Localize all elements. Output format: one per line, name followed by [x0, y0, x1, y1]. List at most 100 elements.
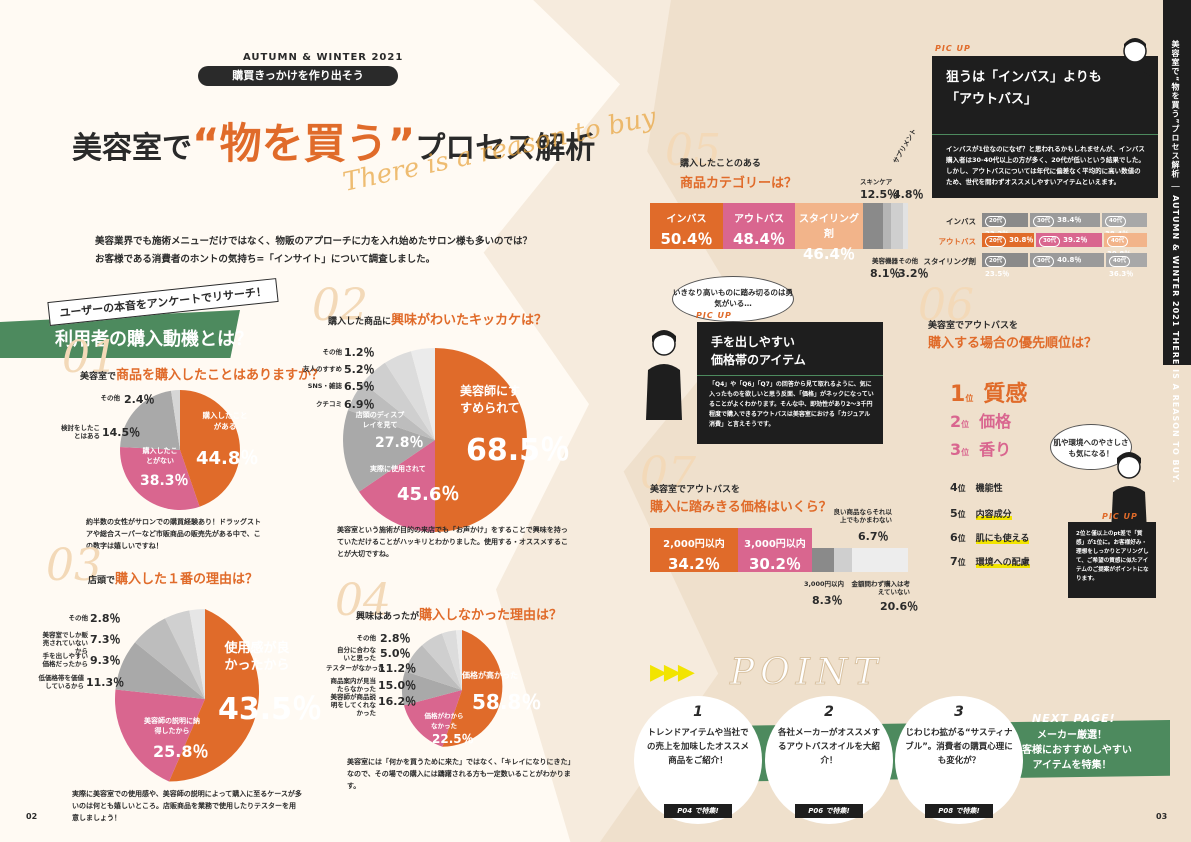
q3-label-feel: 使用感が良かったから [224, 641, 290, 673]
q7-bar-2000-value: 34.2％ [667, 555, 720, 573]
q5-bar-outbath: アウトバス 48.4％ [723, 203, 795, 249]
pickup2-body: 「Q4」や「Q6」「Q7」の回答から見て取れるように、気に入ったものを欲しいと思… [709, 381, 874, 428]
q4-slice-expensive [442, 630, 503, 747]
q5-bar-device [891, 203, 903, 249]
q2-big: 興味がわいたキッカケは？ [391, 313, 548, 328]
q5-age-outbath-40s-age: 40代 [1107, 236, 1129, 247]
person-illustration-2 [646, 330, 682, 420]
q2-slice-review [348, 382, 435, 440]
q3-small: 店頭で [88, 576, 116, 586]
q6-rank-4-text: 機能性 [975, 484, 1003, 494]
q2-label-used: 実際に使用されて [370, 465, 426, 473]
q3-label-other: その他 [68, 614, 89, 622]
season-kicker: AUTUMN & WINTER 2021 [243, 52, 404, 63]
q5-age-styling-30s-age: 30代 [1033, 256, 1055, 267]
q3-slice-feel [169, 609, 260, 782]
q5-age-row-outbath: アウトバス [938, 237, 977, 246]
q4-value-noguide: 15.0％ [378, 679, 417, 692]
q4-small: 興味はあったが [356, 612, 420, 622]
q5-value-supplement: 4.8％ [893, 188, 924, 201]
point-item-1-text: トレンドアイテムや当社での売上を加味したオススメ商品をご紹介！ [646, 728, 749, 766]
q5-bar-inbath: インバス 50.4％ [650, 203, 723, 249]
q1-big: 商品を購入したことはありますか？ [116, 368, 325, 383]
q2-value-sns: 6.5％ [344, 380, 375, 393]
q5-age-outbath-20s-value: 30.8％ [1009, 236, 1034, 244]
q5-value-device: 8.1％ [870, 267, 901, 280]
q5-bar-inbath-name: インバス [666, 214, 707, 225]
q4-slice-notfit [442, 630, 462, 690]
q2-value-review: 6.9％ [344, 398, 375, 411]
q5-age-inbath-20s: 20代23.2％ [982, 213, 1028, 238]
q6-rank-3-unit: 位 [961, 448, 970, 457]
q5-age-inbath-30s-age: 30代 [1033, 216, 1055, 227]
q6-rank-7-text: 環境への配慮 [975, 558, 1030, 568]
q4-value-notester: 11.2％ [378, 662, 417, 675]
q2-label-stylist: 美容師にすすめられて [459, 384, 521, 415]
q1-value-notbought: 38.3％ [140, 473, 189, 489]
q5-age-outbath-30s-age: 30代 [1039, 236, 1061, 247]
q6-rank-6-number: 6 [950, 531, 958, 544]
q1-value-considered: 14.5％ [102, 426, 141, 439]
q4-slice-unknown [404, 690, 462, 747]
q7-bar-2000: 2,000円以内 34.2％ [650, 528, 738, 573]
q2-value-display: 27.8％ [375, 435, 424, 451]
side-strip [1163, 0, 1191, 365]
point-item-3: 3 じわじわ拡がる“サスティナブル”。消費者の購買心理にも変化が？ P08 で特… [895, 696, 1023, 824]
q4-question: 興味はあったが購入しなかった理由は？ [356, 604, 562, 623]
q2-slice-stylist [435, 348, 527, 532]
pickup2-divider [697, 375, 883, 376]
q1-question: 美容室で商品を購入したことはありますか？ [80, 364, 324, 383]
q2-value-used: 45.6％ [397, 484, 460, 505]
q5-bar-styling-value: 46.4％ [802, 245, 855, 263]
arrow-icons: ▶▶▶ [650, 660, 695, 685]
q4-pie [401, 630, 503, 747]
q4-value-notfit: 5.0％ [380, 647, 411, 660]
q3-value-only: 7.3％ [90, 633, 121, 646]
q5-bar-styling-name: スタイリング剤 [799, 214, 859, 240]
q6-rank-5-number: 5 [950, 507, 958, 520]
q5-bar-other [903, 203, 908, 249]
q3-slice-only [165, 610, 205, 699]
q5-label-other: その他 [898, 257, 919, 265]
q5-label-device: 美容機器 [872, 257, 898, 265]
q5-age-styling-20s: 20代 23.5％ [982, 253, 1028, 278]
survey-title: 利用者の購入動機とは？ [55, 329, 253, 350]
q1-value-other: 2.4％ [124, 393, 155, 406]
q3-value-other: 2.8％ [90, 612, 121, 625]
q4-slice-noexplain [401, 671, 462, 706]
q5-age-styling-40s: 40代 36.3％ [1106, 253, 1147, 278]
q5-value-other: 3.2％ [898, 267, 929, 280]
q5-bar-outbath-name: アウトバス [734, 214, 784, 225]
q6-rank-4-unit: 位 [957, 484, 966, 493]
q2-label-other: その他 [322, 348, 343, 356]
q5-bar-styling: スタイリング剤 46.4％ [795, 203, 863, 263]
q3-question: 店頭で購入した１番の理由は？ [88, 568, 258, 587]
q6-rank-6-text: 肌にも使える [975, 534, 1030, 544]
q5-age-inbath-40s: 40代38.4％ [1102, 213, 1147, 238]
q5-age-outbath-20s-age: 20代 [985, 236, 1007, 247]
q7-bar-any [834, 548, 852, 572]
pickup2-box: 手を出しやすい 価格帯のアイテム 「Q4」や「Q6」「Q7」の回答から見て取れる… [697, 322, 883, 444]
q3-slice-other [189, 609, 205, 699]
q5-age-styling-40s-value: 36.3％ [1109, 270, 1134, 278]
q6-rank-2-number: 2 [950, 412, 962, 431]
q5-age-row-inbath: インバス [946, 217, 976, 226]
q1-slice-notbought [120, 447, 200, 510]
next-page-line-3: アイテムを特集！ [1032, 760, 1112, 771]
q7-label-any: 良い商品ならそれ以上でもかまわない [833, 508, 893, 524]
pickup3-body: 2位と僅以上のpt差で「質感」が1位に。お客様好み・理想をしっかりとアリングして… [1076, 531, 1149, 582]
q7-bar-2000-name: 2,000円以内 [663, 539, 725, 550]
q4-slice-notester [422, 633, 462, 690]
pickup1-body: インバスが1位なのになぜ？と思われるかもしれませんが、インバス購入者は30-40… [946, 145, 1145, 186]
q4-number: 04 [335, 575, 391, 626]
q3-label-lowprice: 低価格帯を価値しているから [38, 674, 85, 690]
q6-rank-4: 4位 機能性 [950, 476, 1003, 495]
pickup1-divider [932, 134, 1158, 135]
q2-small: 購入した商品に [328, 317, 392, 327]
q7-bar-3000: 3,000円以内 30.2％ [738, 528, 812, 573]
q6-rank-7-unit: 位 [957, 558, 966, 567]
pickup1-label: PIC UP [935, 44, 971, 53]
pickup2-label: PIC UP [696, 311, 732, 320]
q6-rank-1-number: 1 [950, 382, 966, 407]
